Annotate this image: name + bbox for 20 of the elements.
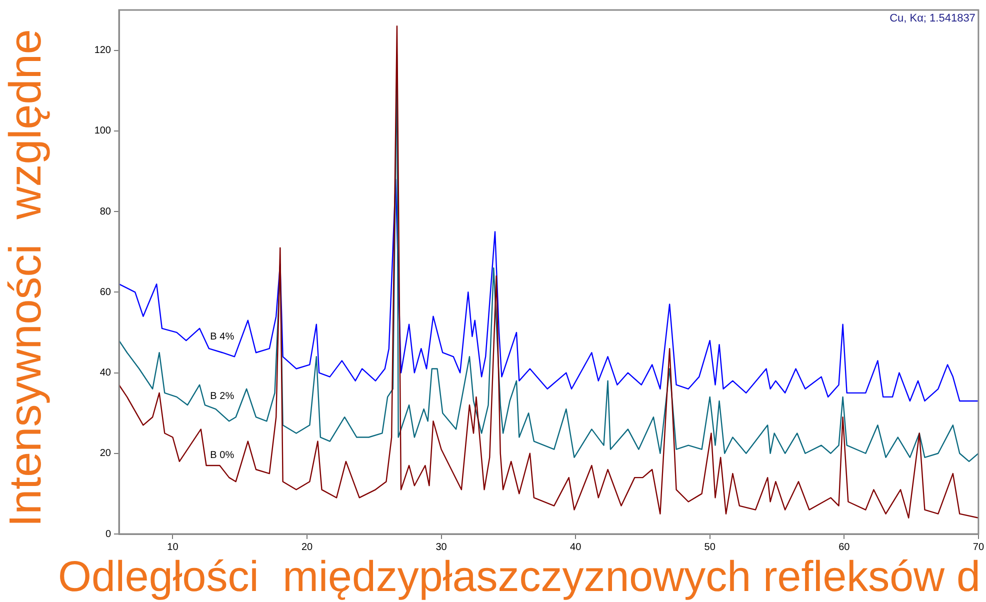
- x-tick-label: 50: [704, 542, 716, 553]
- y-axis-title: Intensywności względne: [0, 29, 50, 527]
- x-tick-label: 40: [570, 542, 582, 553]
- x-axis-title: Odległości międzypłaszczyznowych refleksów d: [58, 553, 980, 601]
- y-tick-label: 0: [105, 528, 112, 540]
- y-tick-label: 100: [94, 126, 112, 137]
- x-tick-label: 10: [167, 542, 179, 553]
- x-tick-label: 60: [838, 542, 850, 553]
- series-label: B 2%: [210, 390, 234, 402]
- x-tick-label: 20: [301, 542, 313, 553]
- y-tick-label: 80: [100, 206, 112, 218]
- x-tick-label: 30: [436, 542, 448, 553]
- series-label: B 4%: [210, 332, 234, 343]
- series-label: B 0%: [210, 450, 234, 462]
- x-tick-label: 70: [972, 542, 984, 553]
- annotation: Cu, Kα; 1.541837: [890, 12, 976, 25]
- y-tick-label: 60: [100, 286, 112, 298]
- y-tick-label: 40: [100, 368, 112, 379]
- y-tick-label: 120: [94, 45, 112, 56]
- y-tick-label: 20: [100, 448, 112, 460]
